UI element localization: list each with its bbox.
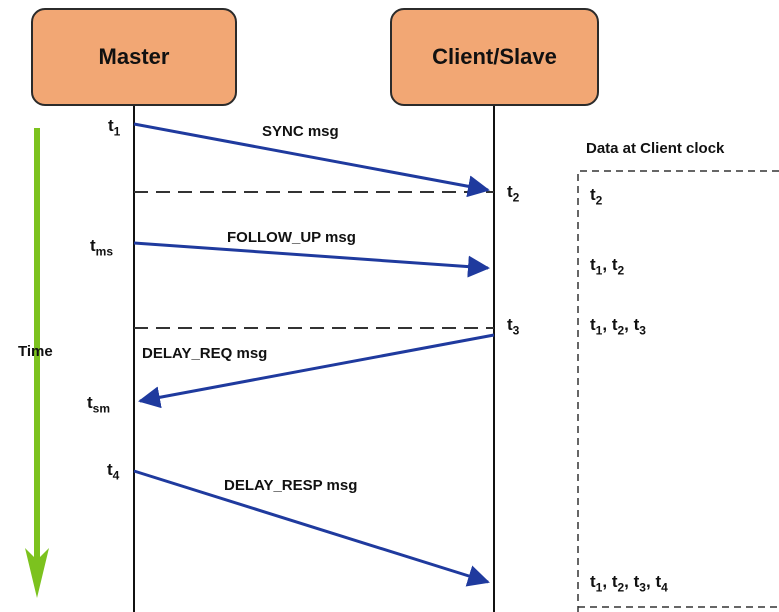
timestamp-t4: t4	[107, 460, 120, 483]
data-separator: ,	[624, 572, 634, 591]
data-var-subscript: 2	[617, 323, 625, 338]
timestamp-tsm: tsm	[87, 393, 111, 416]
client-label: Client/Slave	[432, 44, 557, 69]
master-label: Master	[98, 44, 170, 69]
timestamp-t1: t1	[108, 116, 121, 139]
data-separator: ,	[624, 315, 634, 334]
data-var: t	[590, 315, 596, 334]
client-data-row-3: t1, t2, t3	[590, 315, 646, 337]
data-var-subscript: 1	[595, 263, 603, 278]
delay-resp-msg-label: DELAY_RESP msg	[224, 477, 358, 494]
client-data-header: Data at Client clock	[586, 140, 725, 157]
data-var-subscript: 2	[595, 193, 603, 208]
follow-up-arrow	[133, 241, 490, 278]
master-actor-box: Master	[31, 8, 237, 106]
data-var: t	[611, 255, 618, 274]
data-var-subscript: 1	[595, 323, 603, 338]
data-var: t	[611, 572, 618, 591]
client-data-row-4: t1, t2, t3, t4	[590, 572, 668, 594]
client-data-box	[577, 170, 779, 612]
time-arrow-head	[25, 548, 49, 598]
client-data-row-2: t1, t2	[590, 255, 624, 277]
data-var: t	[611, 315, 618, 334]
client-actor-box: Client/Slave	[390, 8, 599, 106]
data-separator: ,	[602, 255, 612, 274]
data-var: t	[590, 185, 596, 204]
data-var-subscript: 3	[639, 580, 646, 595]
data-separator: ,	[645, 572, 656, 591]
sync-msg-label: SYNC msg	[262, 123, 339, 140]
timestamp-t2: t2	[507, 182, 520, 205]
data-var-subscript: 1	[595, 580, 603, 595]
data-var: t	[633, 572, 640, 591]
data-var: t	[633, 315, 640, 334]
client-data-row-1: t2	[590, 185, 602, 207]
delay-req-arrow	[138, 333, 495, 409]
data-separator: ,	[602, 572, 612, 591]
data-var: t	[590, 255, 596, 274]
data-var-subscript: 3	[639, 323, 646, 338]
delay-resp-arrow	[133, 469, 490, 587]
delay-req-msg-label: DELAY_REQ msg	[142, 345, 268, 362]
data-var-subscript: 2	[617, 580, 625, 595]
data-var: t	[655, 572, 662, 591]
timestamp-tms: tms	[90, 236, 114, 259]
data-separator: ,	[602, 315, 612, 334]
data-var-subscript: 4	[661, 580, 668, 595]
time-label: Time	[18, 343, 53, 360]
sync-arrow	[133, 122, 490, 198]
data-var-subscript: 2	[617, 263, 625, 278]
data-var: t	[590, 572, 596, 591]
follow-up-msg-label: FOLLOW_UP msg	[227, 229, 356, 246]
timestamp-t3: t3	[507, 315, 520, 338]
